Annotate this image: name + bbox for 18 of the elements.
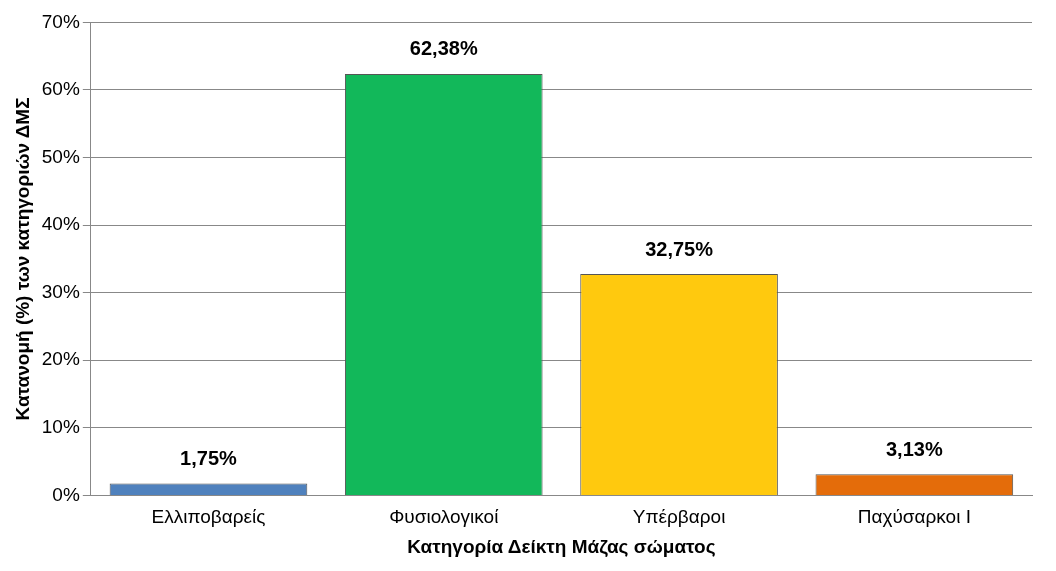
x-tick-label: Ελλιποβαρείς (151, 506, 266, 528)
x-axis-title: Κατηγορία Δείκτη Μάζας σώματος (407, 535, 716, 558)
y-tick-label: 30% (41, 280, 80, 302)
y-tick-label: 70% (41, 10, 80, 32)
data-label: 32,75% (645, 237, 714, 260)
x-tick-label: Φυσιολογικοί (389, 506, 500, 528)
y-tick-label: 50% (41, 145, 80, 167)
data-label: 62,38% (409, 37, 478, 60)
y-tick-label: 0% (52, 483, 80, 505)
y-tick-label: 60% (41, 78, 80, 100)
data-label: 1,75% (180, 447, 238, 470)
x-tick-label: Παχύσαρκοι Ι (857, 506, 971, 528)
y-tick-label: 10% (41, 416, 80, 438)
data-label: 3,13% (885, 437, 943, 460)
y-tick-label: 20% (41, 348, 80, 370)
x-tick-label: Υπέρβαροι (632, 506, 726, 528)
y-axis-title: Κατανομή (%) των κατηγοριών ΔΜΣ (11, 97, 33, 421)
y-tick-label: 40% (41, 213, 80, 235)
